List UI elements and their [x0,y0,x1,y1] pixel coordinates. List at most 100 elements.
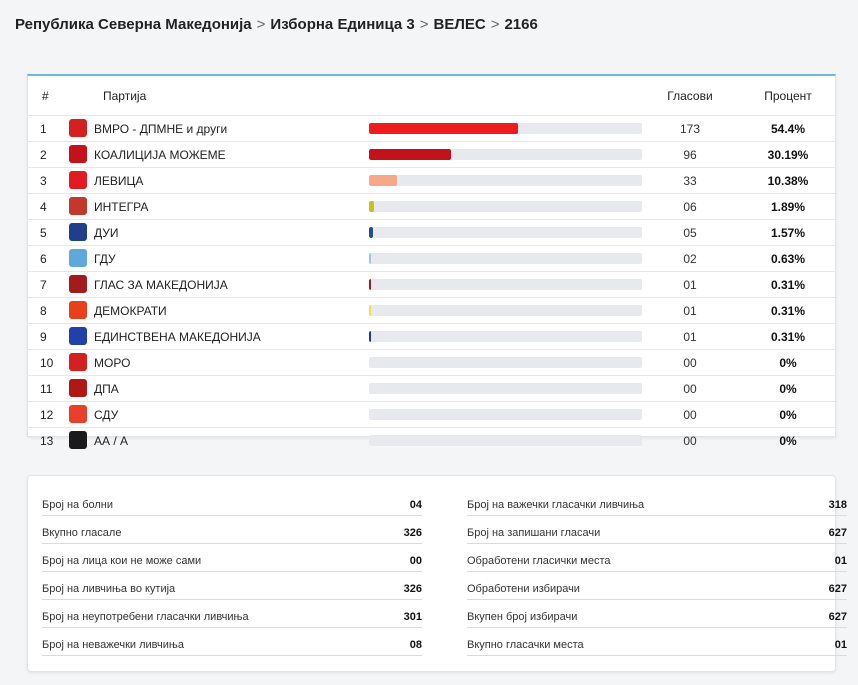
vote-share-fill [369,253,371,264]
row-number: 6 [40,252,47,266]
votes-count: 00 [683,408,697,422]
stat-label: Обработени избирачи [467,583,580,595]
integra-logo [69,197,87,215]
row-number: 10 [40,356,54,370]
vote-share-fill [369,201,375,212]
results-table: # Партија Гласови Процент 1 ВМРО - ДПМНЕ … [27,74,836,449]
vote-share-fill [369,149,452,160]
table-row: 1 ВМРО - ДПМНЕ и други 173 54.4% [28,116,835,142]
gdu-logo [69,249,87,267]
vote-share-fill [369,331,371,342]
votes-count: 01 [683,330,697,344]
stat-value: 301 [403,611,422,623]
row-number: 3 [40,174,47,188]
edinstvena-logo [69,327,87,345]
aa-logo [69,431,87,449]
stat-label: Број на запишани гласачи [467,527,601,539]
stat-label: Број на ливчиња во кутија [42,583,176,595]
vote-share-bar [369,253,642,264]
row-number: 13 [40,434,54,448]
sdu-logo [69,405,87,423]
breadcrumb-polling-station: 2166 [504,16,538,33]
party-name: ДУИ [94,226,119,240]
row-number: 8 [40,304,47,318]
dui-logo [69,223,87,241]
party-name: ЛЕВИЦА [94,174,144,188]
vote-share-bar [369,435,642,446]
party-name: ИНТЕГРА [94,200,149,214]
stat-item: Број на неупотребени гласачки ливчиња 301 [42,608,422,628]
vote-share-bar [369,279,642,290]
votes-count: 06 [683,200,697,214]
table-row: 12 СДУ 00 0% [28,402,835,428]
glas-logo [69,275,87,293]
stat-value: 04 [409,499,422,511]
vote-percent: 0.31% [770,304,806,318]
vote-percent: 0% [779,356,797,370]
vote-percent: 0.31% [770,278,806,292]
votes-count: 02 [683,252,697,266]
party-name: КОАЛИЦИЈА МОЖЕМЕ [94,148,226,162]
party-name: АА / А [94,434,129,448]
breadcrumb-municipality[interactable]: ВЕЛЕС [433,16,486,33]
vote-share-fill [369,123,518,134]
stat-item: Обработени избирачи 627 [467,580,847,600]
stat-label: Обработени гласички места [467,555,611,567]
vote-percent: 0% [779,434,797,448]
votes-count: 00 [683,382,697,396]
stat-item: Обработени гласички места 01 [467,552,847,572]
votes-count: 00 [683,356,697,370]
header-number: # [42,89,49,103]
table-row: 7 ГЛАС ЗА МАКЕДОНИЈА 01 0.31% [28,272,835,298]
breadcrumb-electoral-unit[interactable]: Изборна Единица 3 [270,16,415,33]
votes-count: 05 [683,226,697,240]
vote-share-bar [369,175,642,186]
levica-logo [69,171,87,189]
stat-label: Број на важечки гласачки ливчиња [467,499,645,511]
breadcrumb-country[interactable]: Република Северна Македонија [15,16,252,33]
vote-share-bar [369,357,642,368]
row-number: 11 [40,382,53,396]
row-number: 12 [40,408,54,422]
stat-value: 01 [834,555,847,567]
stat-value: 318 [828,499,847,511]
stat-item: Вкупно гласале 326 [42,524,422,544]
table-row: 5 ДУИ 05 1.57% [28,220,835,246]
stat-value: 00 [409,555,422,567]
party-name: ЕДИНСТВЕНА МАКЕДОНИЈА [94,330,261,344]
header-votes: Гласови [667,89,713,103]
vote-share-bar [369,149,642,160]
statistics-panel: Број на болни 04 Вкупно гласале 326 Број на … [27,475,847,672]
breadcrumb-separator: > [419,16,429,33]
stat-label: Вкупно гласачки места [467,639,584,651]
vote-percent: 54.4% [770,122,806,136]
stat-value: 326 [403,583,422,595]
demokrati-logo [69,301,87,319]
party-name: ГДУ [94,252,116,266]
table-body: 1 ВМРО - ДПМНЕ и други 173 54.4% 2 КОАЛИЦИЈА … [28,116,835,453]
header-party: Партија [103,89,147,103]
stat-value: 627 [828,527,847,539]
stat-label: Број на неважечки ливчиња [42,639,184,651]
table-row: 8 ДЕМОКРАТИ 01 0.31% [28,298,835,324]
stat-item: Број на неважечки ливчиња 08 [42,636,422,656]
stat-item: Број на болни 04 [42,496,422,516]
stat-value: 08 [409,639,422,651]
vote-percent: 10.38% [767,174,809,188]
vote-share-bar [369,305,642,316]
party-name: ГЛАС ЗА МАКЕДОНИЈА [94,278,228,292]
vote-percent: 0% [779,382,797,396]
votes-count: 173 [679,122,701,136]
moro-logo [69,353,87,371]
vote-percent: 1.57% [770,226,806,240]
vote-percent: 30.19% [767,148,809,162]
sdsm-logo [69,145,87,163]
vote-percent: 0.63% [770,252,806,266]
vote-share-fill [369,175,398,186]
table-row: 9 ЕДИНСТВЕНА МАКЕДОНИЈА 01 0.31% [28,324,835,350]
breadcrumb-separator: > [490,16,500,33]
vmro-logo [69,119,87,137]
row-number: 5 [40,226,47,240]
vote-percent: 0.31% [770,330,806,344]
stat-item: Број на ливчиња во кутија 326 [42,580,422,600]
